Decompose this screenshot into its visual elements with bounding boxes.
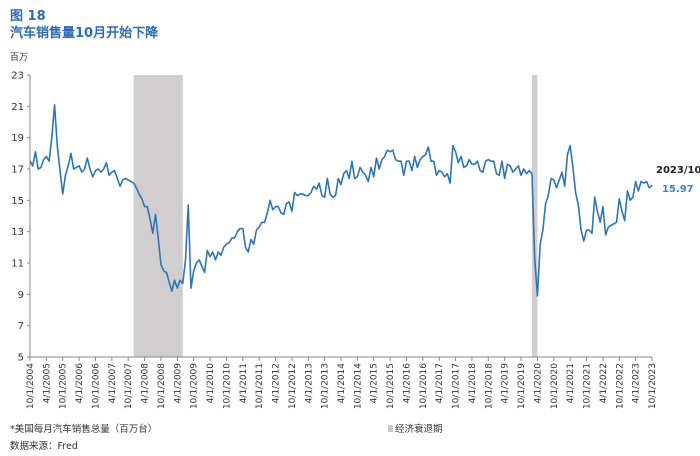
recession-legend-label: 经济衰退期 bbox=[395, 424, 443, 435]
x-tick-label: 4/1/2022 bbox=[599, 363, 609, 403]
x-tick-label: 4/1/2005 bbox=[42, 363, 52, 403]
x-tick-label: 4/1/2006 bbox=[75, 363, 85, 404]
x-tick-label: 10/1/2013 bbox=[321, 363, 331, 409]
y-tick-label: 9 bbox=[18, 290, 24, 301]
x-tick-label: 4/1/2017 bbox=[435, 363, 445, 403]
x-tick-label: 4/1/2019 bbox=[501, 363, 511, 404]
x-tick-label: 4/1/2015 bbox=[370, 363, 380, 403]
y-tick-label: 23 bbox=[11, 71, 24, 82]
x-tick-label: 10/1/2022 bbox=[615, 363, 625, 409]
x-tick-label: 10/1/2011 bbox=[255, 363, 265, 409]
y-tick-label: 19 bbox=[11, 133, 24, 144]
x-tick-label: 10/1/2015 bbox=[386, 363, 396, 409]
series-layer bbox=[29, 103, 653, 297]
x-tick-label: 10/1/2010 bbox=[222, 363, 232, 409]
x-tick-label: 10/1/2012 bbox=[288, 363, 298, 409]
series-line-0 bbox=[29, 103, 653, 297]
y-tick-label: 17 bbox=[11, 165, 24, 176]
x-tick-label: 10/1/2004 bbox=[26, 363, 36, 409]
x-tick-label: 4/1/2023 bbox=[632, 363, 642, 403]
y-tick-label: 5 bbox=[18, 353, 24, 364]
x-tick-label: 4/1/2018 bbox=[468, 363, 478, 404]
y-unit-label: 百万 bbox=[10, 53, 29, 63]
axes: 5 7 9 11 13 15 17 19 21 23 10/1/2004 4/1/2005 10/1/2… bbox=[11, 71, 658, 410]
x-tick-label: 10/1/2009 bbox=[190, 363, 200, 409]
figure-number: 图 18 bbox=[10, 9, 46, 24]
x-tick-label: 4/1/2011 bbox=[239, 363, 249, 403]
x-tick-label: 4/1/2016 bbox=[402, 363, 412, 404]
y-tick-label: 21 bbox=[11, 102, 24, 113]
x-tick-label: 4/1/2008 bbox=[141, 363, 151, 404]
recession-legend-swatch bbox=[388, 425, 393, 432]
x-tick-label: 10/1/2008 bbox=[157, 363, 167, 409]
recession-band-0 bbox=[133, 75, 183, 357]
footnote: *美国每月汽车销售总量（百万台） bbox=[10, 424, 158, 435]
x-tick-label: 10/1/2020 bbox=[550, 363, 560, 409]
y-tick-label: 13 bbox=[11, 227, 24, 238]
x-tick-label: 4/1/2007 bbox=[108, 363, 118, 403]
x-tick-label: 10/1/2005 bbox=[59, 363, 69, 409]
x-tick-label: 4/1/2020 bbox=[533, 363, 543, 404]
x-tick-label: 10/1/2018 bbox=[484, 363, 494, 409]
x-tick-label: 4/1/2010 bbox=[206, 363, 216, 404]
x-tick-label: 10/1/2014 bbox=[353, 363, 363, 409]
y-tick-label: 7 bbox=[18, 321, 24, 332]
x-tick-label: 10/1/2019 bbox=[517, 363, 527, 409]
x-tick-label: 4/1/2013 bbox=[304, 363, 314, 403]
y-tick-label: 11 bbox=[11, 259, 24, 270]
y-tick-label: 15 bbox=[11, 196, 24, 207]
end-date-label: 2023/10 bbox=[656, 165, 700, 176]
recession-bands bbox=[133, 75, 538, 357]
recession-legend: 经济衰退期 bbox=[388, 421, 443, 435]
x-tick-label: 10/1/2023 bbox=[648, 363, 658, 409]
x-tick-label: 10/1/2017 bbox=[452, 363, 462, 409]
source-note: 数据来源：Fred bbox=[10, 441, 78, 452]
end-value-label: 15.97 bbox=[662, 184, 694, 195]
x-tick-label: 4/1/2009 bbox=[173, 363, 183, 404]
x-tick-label: 4/1/2021 bbox=[566, 363, 576, 403]
x-tick-label: 4/1/2012 bbox=[272, 363, 282, 403]
recession-band-1 bbox=[531, 75, 538, 357]
x-tick-label: 4/1/2014 bbox=[337, 363, 347, 404]
figure-title: 汽车销售量10月开始下降 bbox=[10, 26, 159, 41]
x-tick-label: 10/1/2006 bbox=[91, 363, 101, 409]
x-tick-label: 10/1/2007 bbox=[124, 363, 134, 409]
x-tick-label: 10/1/2021 bbox=[583, 363, 593, 409]
x-tick-label: 10/1/2016 bbox=[419, 363, 429, 409]
